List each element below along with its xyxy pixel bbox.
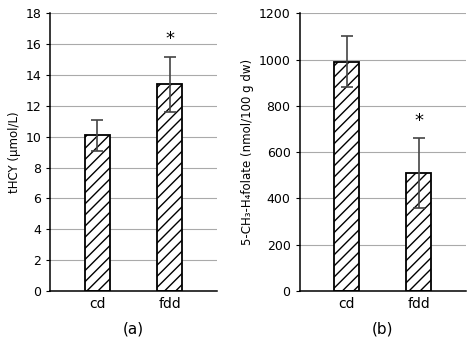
Bar bbox=[334, 62, 359, 291]
X-axis label: (a): (a) bbox=[123, 322, 144, 337]
Text: *: * bbox=[414, 112, 423, 130]
Bar bbox=[157, 84, 182, 291]
Bar bbox=[85, 135, 110, 291]
Y-axis label: tHCY (μmol/L): tHCY (μmol/L) bbox=[9, 111, 21, 193]
Text: *: * bbox=[165, 30, 174, 48]
X-axis label: (b): (b) bbox=[372, 322, 393, 337]
Y-axis label: 5-CH₃-H₄folate (nmol/100 g dw): 5-CH₃-H₄folate (nmol/100 g dw) bbox=[241, 59, 255, 245]
Bar bbox=[406, 173, 431, 291]
